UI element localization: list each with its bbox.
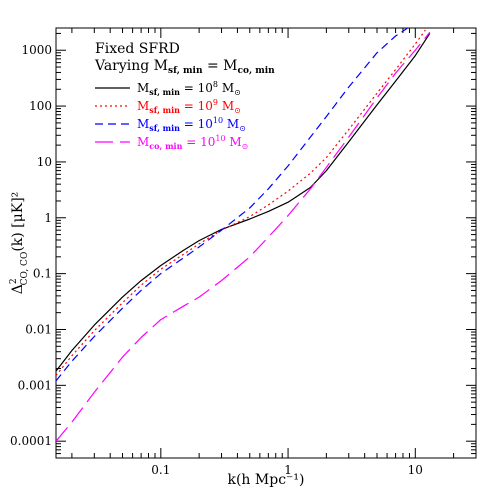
legend-text-part: M — [223, 117, 239, 131]
y-tick-label: 0.01 — [25, 322, 52, 336]
legend-text-part: ⊙ — [234, 88, 241, 97]
legend: Msf, min = 108 M⊙Msf, min = 109 M⊙Msf, m… — [95, 80, 248, 151]
legend-text-part: M — [137, 99, 149, 113]
legend-text-part: M — [218, 99, 234, 113]
legend-text-part: ⊙ — [239, 124, 246, 133]
legend-text-part: 9 — [213, 98, 218, 107]
series-line-2 — [56, 29, 426, 376]
legend-text-part: sf, min — [149, 123, 180, 133]
legend-text-part: = 10 — [180, 117, 213, 131]
legend-text-part: 8 — [213, 80, 218, 89]
y-tick-label: 1000 — [21, 43, 52, 57]
y-tick-label: 1 — [44, 211, 52, 225]
y-tick-label: 0.001 — [18, 378, 52, 392]
y-tick-label: 0.1 — [33, 267, 52, 281]
y-axis-label-sub: CO, CO — [20, 252, 30, 286]
plot-frame — [55, 27, 477, 459]
tick-marks — [56, 28, 477, 459]
legend-text-part: = 10 — [182, 135, 215, 149]
y-axis-label-sup: 2 — [9, 278, 19, 284]
y-axis-label-main: Δ — [10, 284, 26, 294]
legend-text-part: sf, min — [149, 87, 180, 97]
legend-text-part: co, min — [149, 141, 182, 151]
x-axis-label: k(h Mpc⁻¹) — [227, 472, 304, 488]
legend-text-part: M — [218, 81, 234, 95]
y-tick-label: 10 — [37, 155, 52, 169]
legend-text-part: M — [226, 135, 242, 149]
x-tick-label: 0.1 — [151, 463, 170, 477]
legend-text-part: = 10 — [180, 99, 213, 113]
series-line-4 — [56, 31, 431, 442]
legend-text-part: M — [137, 117, 149, 131]
legend-text-part: M — [137, 135, 149, 149]
legend-text-part: sf, min — [149, 105, 180, 115]
legend-entry-4: Mco, min = 1010 M⊙ — [137, 134, 248, 151]
series-line-1 — [56, 33, 431, 372]
annotation-varying-sub2: co, min — [237, 66, 275, 76]
annotation-varying-sub1: sf, min — [168, 66, 203, 76]
legend-text-part: ⊙ — [234, 106, 241, 115]
annotation-varying-eq: = M — [203, 58, 238, 74]
legend-entry-3: Msf, min = 1010 M⊙ — [137, 116, 246, 133]
y-tick-label: 0.0001 — [10, 434, 52, 448]
x-tick-label: 10 — [408, 463, 423, 477]
legend-entry-1: Msf, min = 108 M⊙ — [137, 80, 241, 97]
annotation-varying-text: Varying M — [94, 58, 168, 74]
legend-entry-2: Msf, min = 109 M⊙ — [137, 98, 241, 115]
annotation-varying: Varying Msf, min = Mco, min — [94, 58, 275, 76]
series-line-3 — [56, 28, 408, 382]
tick-labels: 0.1 1 10 0.0001 0.001 0.01 0.1 1 10 100 1000 — [10, 43, 423, 477]
annotation-fixed-sfrd: Fixed SFRD — [95, 41, 180, 57]
y-axis-label-rest: (k) [μK]² — [10, 192, 26, 252]
legend-text-part: = 10 — [180, 81, 213, 95]
legend-text-part: M — [137, 81, 149, 95]
legend-text-part: ⊙ — [242, 142, 249, 151]
y-axis-label: Δ2CO, CO(k) [μK]² — [9, 192, 30, 295]
x-tick-label: 1 — [284, 463, 292, 477]
legend-text-part: 10 — [213, 116, 223, 125]
legend-text-part: 10 — [215, 134, 225, 143]
y-tick-label: 100 — [29, 99, 52, 113]
data-lines — [56, 28, 431, 442]
